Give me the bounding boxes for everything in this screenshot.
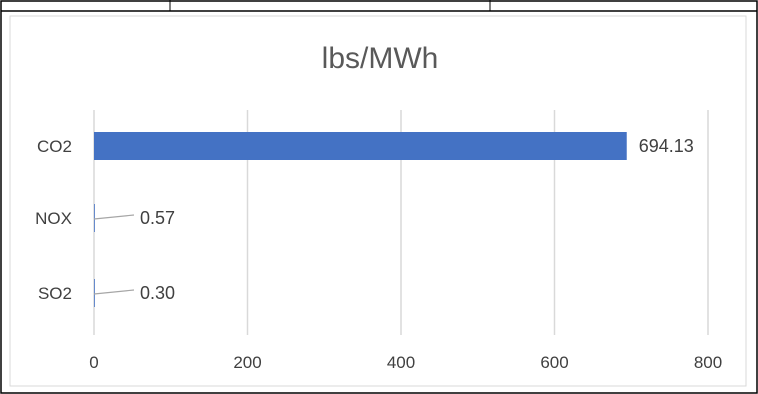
x-tick-label: 800 bbox=[694, 353, 722, 372]
chart-title: lbs/MWh bbox=[322, 42, 439, 75]
data-labels: 694.13 0.57 0.30 bbox=[140, 136, 694, 303]
x-tick-label: 400 bbox=[387, 353, 415, 372]
category-label-so2: SO2 bbox=[38, 284, 72, 303]
bar-co2 bbox=[94, 132, 627, 160]
leader-line-nox bbox=[93, 214, 135, 220]
data-label-nox: 0.57 bbox=[140, 208, 175, 228]
category-label-nox: NOX bbox=[35, 209, 72, 228]
x-tick-label: 600 bbox=[540, 353, 568, 372]
data-label-so2: 0.30 bbox=[140, 283, 175, 303]
leader-line-so2 bbox=[93, 289, 135, 295]
data-label-co2: 694.13 bbox=[639, 136, 694, 156]
chart-area-border bbox=[9, 15, 747, 387]
category-labels: CO2 NOX SO2 bbox=[35, 137, 72, 303]
leader-lines bbox=[93, 214, 135, 295]
bars bbox=[94, 132, 627, 307]
category-label-co2: CO2 bbox=[37, 137, 72, 156]
x-tick-label: 200 bbox=[233, 353, 261, 372]
x-axis-tick-labels: 0 200 400 600 800 bbox=[89, 353, 722, 372]
bar-so2 bbox=[94, 279, 95, 307]
bar-nox bbox=[94, 204, 95, 232]
x-tick-label: 0 bbox=[89, 353, 98, 372]
